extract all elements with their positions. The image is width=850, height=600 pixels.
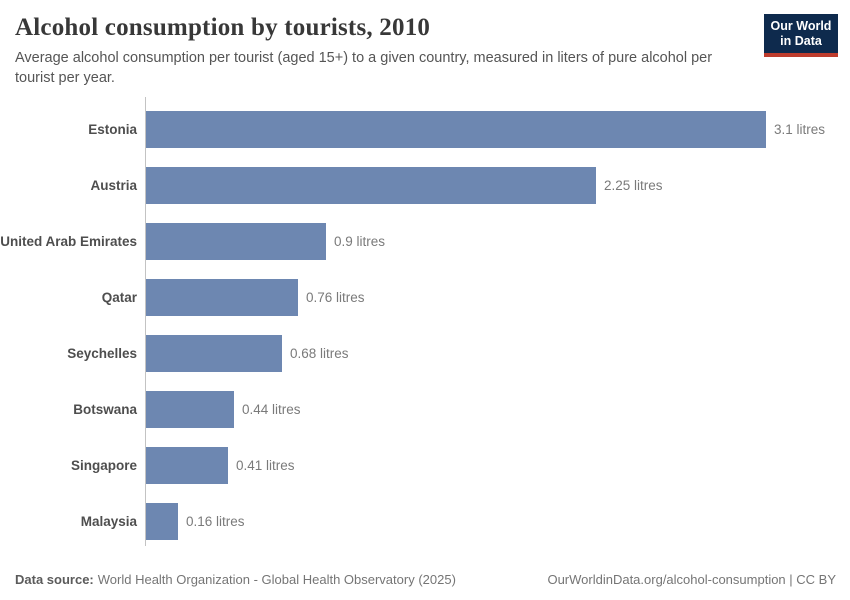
bar[interactable]	[146, 222, 326, 260]
category-label: Botswana	[73, 401, 137, 417]
bar-row: Singapore 0.41 litres	[0, 437, 850, 493]
category-label: Singapore	[70, 457, 137, 473]
owid-logo-line2: in Data	[780, 34, 822, 48]
category-label: Estonia	[88, 121, 137, 137]
value-label: 0.41 litres	[236, 457, 295, 473]
bar-row: United Arab Emirates 0.9 litres	[0, 213, 850, 269]
bar-track: 0.68 litres	[146, 325, 850, 381]
category-label: Qatar	[101, 289, 137, 305]
owid-logo[interactable]: Our World in Data	[764, 14, 838, 57]
bar-rows: Estonia 3.1 litres Austria 2.25 litres Unite…	[0, 97, 850, 549]
bar-track: 0.41 litres	[146, 437, 850, 493]
bar-track: 2.25 litres	[146, 157, 850, 213]
bar[interactable]	[146, 502, 178, 540]
value-label: 0.44 litres	[242, 401, 301, 417]
bar-row: Austria 2.25 litres	[0, 157, 850, 213]
bar-row: Estonia 3.1 litres	[0, 101, 850, 157]
bar-row: Botswana 0.44 litres	[0, 381, 850, 437]
bar-track: 0.76 litres	[146, 269, 850, 325]
owid-logo-line1: Our World	[770, 19, 832, 33]
bar-row: Malaysia 0.16 litres	[0, 493, 850, 549]
bar-track: 0.9 litres	[146, 213, 850, 269]
value-label: 0.9 litres	[334, 233, 386, 249]
category-label: Austria	[90, 177, 137, 193]
bar-track: 3.1 litres	[146, 101, 850, 157]
value-label: 0.68 litres	[290, 345, 349, 361]
data-source-label: Data source:	[15, 572, 94, 587]
value-label: 3.1 litres	[774, 121, 826, 137]
value-label: 2.25 litres	[604, 177, 663, 193]
bar-row: Qatar 0.76 litres	[0, 269, 850, 325]
chart-title: Alcohol consumption by tourists, 2010	[15, 14, 431, 41]
bar-row: Seychelles 0.68 litres	[0, 325, 850, 381]
bar[interactable]	[146, 390, 234, 428]
value-label: 0.16 litres	[186, 513, 245, 529]
data-source-note: Data source: World Health Organization - …	[15, 572, 456, 587]
bar[interactable]	[146, 166, 596, 204]
bar[interactable]	[146, 334, 282, 372]
header-text: Alcohol consumption by tourists, 2010 Av…	[15, 14, 764, 88]
chart-header: Alcohol consumption by tourists, 2010 Av…	[0, 0, 850, 88]
chart-subtitle: Average alcohol consumption per tourist …	[15, 50, 713, 86]
bar[interactable]	[146, 110, 766, 148]
data-source-text: World Health Organization - Global Healt…	[97, 572, 456, 587]
bar[interactable]	[146, 446, 228, 484]
category-label: Seychelles	[67, 345, 137, 361]
bar-track: 0.44 litres	[146, 381, 850, 437]
footer-citation-link[interactable]: OurWorldinData.org/alcohol-consumption |…	[547, 572, 836, 587]
bar-track: 0.16 litres	[146, 493, 850, 549]
category-label: United Arab Emirates	[0, 233, 137, 249]
chart-plot-area: Estonia 3.1 litres Austria 2.25 litres Unite…	[0, 97, 850, 549]
chart-footer: Data source: World Health Organization - …	[0, 572, 850, 587]
value-label: 0.76 litres	[306, 289, 365, 305]
bar[interactable]	[146, 278, 298, 316]
category-label: Malaysia	[80, 513, 137, 529]
y-axis-line	[145, 97, 146, 547]
